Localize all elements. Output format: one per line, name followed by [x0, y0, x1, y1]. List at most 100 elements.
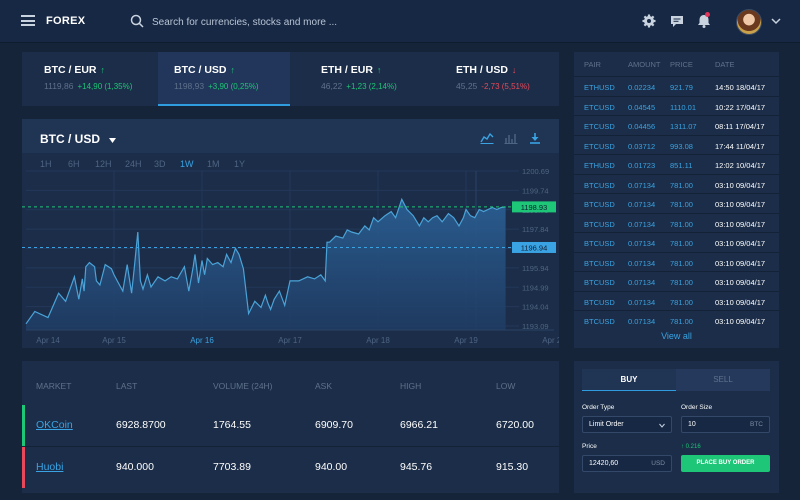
date-tick-label: Apr 20 — [542, 336, 559, 345]
place-buy-order-button[interactable]: PLACE BUY ORDER — [681, 455, 770, 472]
order-type-select[interactable]: Limit Order — [582, 416, 672, 433]
top-bar: FOREX — [0, 0, 800, 43]
order-size-value: 10 — [688, 421, 696, 428]
column-header: HIGH — [400, 381, 422, 391]
price-tag-label: 1198.93 — [521, 203, 548, 212]
price-tick-label: 1195.94 — [522, 264, 549, 273]
gear-icon[interactable] — [641, 13, 657, 29]
bar-chart-icon[interactable] — [504, 132, 518, 144]
price-hint: ↑ 0.216 — [681, 444, 701, 450]
range-tab[interactable]: 1H — [40, 159, 52, 169]
trade-row[interactable]: BTCUSD 0.07134 781.00 03:10 09/04/17 — [574, 310, 779, 330]
trade-price: 781.00 — [670, 317, 693, 326]
ticker-change: -2,73 (5,51%) — [481, 82, 530, 91]
trade-date: 03:10 09/04/17 — [715, 317, 766, 326]
market-link[interactable]: Huobi — [36, 461, 64, 473]
table-row[interactable]: OKCoin 6928.8700 1764.55 6909.70 6966.21… — [22, 405, 559, 446]
trade-pair: BTCUSD — [584, 219, 615, 229]
trade-date: 03:10 09/04/17 — [715, 278, 766, 287]
low-value: 915.30 — [496, 461, 529, 473]
column-header: PRICE — [670, 60, 693, 69]
trade-row[interactable]: ETCUSD 0.03712 993.08 17:44 11/04/17 — [574, 134, 779, 155]
bell-icon[interactable] — [696, 13, 712, 29]
trade-pair: BTCUSD — [584, 200, 615, 209]
ticker-eth-eur[interactable]: ETH / EUR ↑ 46,22 +1,23 (2,14%) — [290, 52, 426, 106]
trade-date: 08:11 17/04/17 — [715, 122, 765, 131]
trade-date: 03:10 09/04/17 — [715, 258, 766, 268]
trade-pair: BTCUSD — [584, 180, 615, 190]
trade-date: 03:10 09/04/17 — [715, 219, 766, 229]
ticker-pair: BTC / USD — [174, 64, 227, 76]
download-icon[interactable] — [528, 132, 542, 144]
trade-date: 12:02 10/04/17 — [715, 161, 766, 170]
trade-row[interactable]: ETCUSD 0.04545 1110.01 10:22 17/04/17 — [574, 95, 779, 116]
trade-amount: 0.03712 — [628, 141, 656, 151]
chevron-down-icon[interactable] — [771, 17, 781, 25]
trade-amount: 0.01723 — [628, 161, 656, 170]
range-tab[interactable]: 3D — [154, 159, 166, 169]
trade-row[interactable]: ETHUSD 0.01723 851.11 12:02 10/04/17 — [574, 154, 779, 174]
trade-row[interactable]: BTCUSD 0.07134 781.00 03:10 09/04/17 — [574, 212, 779, 233]
ticker-panel: BTC / EUR ↑ 1119,86 +14,90 (1,35%) BTC / U… — [22, 52, 559, 106]
view-all-link[interactable]: View all — [661, 331, 692, 341]
column-header: VOLUME (24H) — [213, 381, 273, 391]
search-input[interactable] — [152, 13, 412, 31]
ticker-btc-usd[interactable]: BTC / USD ↑ 1198,93 +3,90 (0,25%) — [158, 52, 290, 106]
high-value: 945.76 — [400, 461, 433, 473]
chart-pair-select[interactable]: BTC / USD — [40, 132, 100, 146]
trade-price: 851.11 — [670, 161, 693, 170]
search-icon[interactable] — [130, 14, 144, 28]
table-row[interactable]: Huobi 940.000 7703.89 940.00 945.76 915.… — [22, 447, 559, 488]
trade-row[interactable]: BTCUSD 0.07134 781.00 03:10 09/04/17 — [574, 290, 779, 311]
range-tab[interactable]: 12H — [95, 159, 112, 169]
avatar[interactable] — [736, 9, 762, 35]
chart-panel: BTC / USD 1H 6H 12H 24H 3D 1W 1M 1Y 1200… — [22, 119, 559, 348]
ticker-change: +1,23 (2,14%) — [346, 82, 397, 91]
trade-row[interactable]: BTCUSD 0.07134 781.00 03:10 09/04/17 — [574, 173, 779, 194]
order-size-field[interactable]: 10 BTC — [681, 416, 770, 433]
ask-value: 6909.70 — [315, 419, 353, 431]
ticker-change: +14,90 (1,35%) — [77, 82, 133, 91]
market-table: MARKET LAST VOLUME (24H) ASK HIGH LOW OK… — [22, 361, 559, 493]
divider — [22, 446, 559, 447]
price-field[interactable]: 12420,60 USD — [582, 455, 672, 472]
trade-amount: 0.07134 — [628, 219, 656, 229]
trade-price: 781.00 — [670, 258, 693, 268]
trade-row[interactable]: BTCUSD 0.07134 781.00 03:10 09/04/17 — [574, 232, 779, 252]
caret-down-icon[interactable] — [109, 138, 116, 143]
ticker-eth-usd[interactable]: ETH / USD ↓ 45,25 -2,73 (5,51%) — [426, 52, 559, 106]
column-header: MARKET — [36, 381, 72, 391]
line-chart-icon[interactable] — [480, 132, 494, 144]
trade-row[interactable]: ETCUSD 0.04456 1311.07 08:11 17/04/17 — [574, 115, 779, 135]
trade-amount: 0.07134 — [628, 317, 656, 326]
range-tab[interactable]: 1Y — [234, 159, 246, 169]
trade-row[interactable]: BTCUSD 0.07134 781.00 03:10 09/04/17 — [574, 251, 779, 272]
range-tab[interactable]: 24H — [125, 159, 142, 169]
trade-date: 03:10 09/04/17 — [715, 180, 766, 190]
chart-header: BTC / USD — [22, 119, 559, 153]
range-tab[interactable]: 1W — [180, 159, 194, 169]
arrow-up-icon: ↑ — [230, 65, 236, 75]
tab-buy[interactable]: BUY — [582, 369, 676, 391]
trade-row[interactable]: ETHUSD 0.02234 921.79 14:50 18/04/17 — [574, 76, 779, 96]
price-chart[interactable]: 1200.691199.741198.791197.841196.891195.… — [22, 119, 559, 348]
menu-icon[interactable] — [21, 15, 35, 26]
chat-icon[interactable] — [669, 13, 685, 29]
tab-sell[interactable]: SELL — [676, 369, 770, 391]
range-tab[interactable]: 6H — [68, 159, 80, 169]
ticker-btc-eur[interactable]: BTC / EUR ↑ 1119,86 +14,90 (1,35%) — [22, 52, 158, 106]
trade-date: 14:50 18/04/17 — [715, 83, 766, 92]
trade-row[interactable]: BTCUSD 0.07134 781.00 03:10 09/04/17 — [574, 271, 779, 291]
trade-row[interactable]: BTCUSD 0.07134 781.00 03:10 09/04/17 — [574, 193, 779, 213]
price-tick-label: 1197.84 — [522, 225, 549, 234]
range-tab[interactable]: 1M — [207, 159, 220, 169]
column-header: AMOUNT — [628, 60, 661, 69]
trade-amount: 0.07134 — [628, 278, 656, 287]
market-link[interactable]: OKCoin — [36, 419, 73, 431]
ticker-price: 46,22 — [321, 81, 343, 91]
order-type-value: Limit Order — [589, 421, 624, 428]
price-line — [25, 197, 506, 325]
column-header: LAST — [116, 381, 138, 391]
price-tick-label: 1200.69 — [522, 167, 549, 176]
date-tick-label: Apr 14 — [36, 336, 60, 345]
